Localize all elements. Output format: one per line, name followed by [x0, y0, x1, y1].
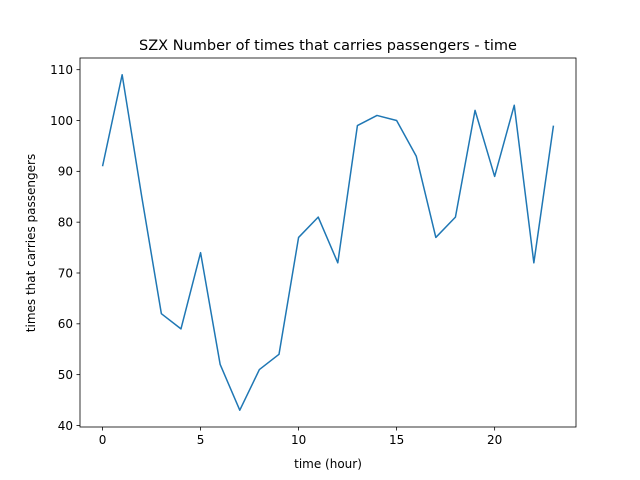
plot-area: 0 5 10 15 20 40 50 60 70 80 90 100 110	[50, 57, 577, 447]
y-tick-label-70: 70	[58, 266, 73, 280]
x-axis-label: time (hour)	[294, 457, 362, 471]
y-tick-label-50: 50	[58, 368, 73, 382]
x-tick-label-20: 20	[487, 433, 502, 447]
chart-title: SZX Number of times that carries passeng…	[139, 38, 517, 54]
y-tick-label-80: 80	[58, 215, 73, 229]
series-line-0	[101, 74, 555, 411]
x-tick-label-10: 10	[291, 433, 306, 447]
y-tick-label-90: 90	[58, 165, 73, 179]
axes-frame	[79, 57, 577, 428]
y-tick-label-100: 100	[50, 114, 73, 128]
x-tick-label-0: 0	[99, 433, 107, 447]
y-tick-label-60: 60	[58, 317, 73, 331]
y-axis-label: times that carries passengers	[24, 154, 38, 332]
x-tick-label-5: 5	[197, 433, 205, 447]
y-tick-label-110: 110	[50, 63, 73, 77]
y-tick-label-40: 40	[58, 419, 73, 433]
x-tick-label-15: 15	[389, 433, 404, 447]
